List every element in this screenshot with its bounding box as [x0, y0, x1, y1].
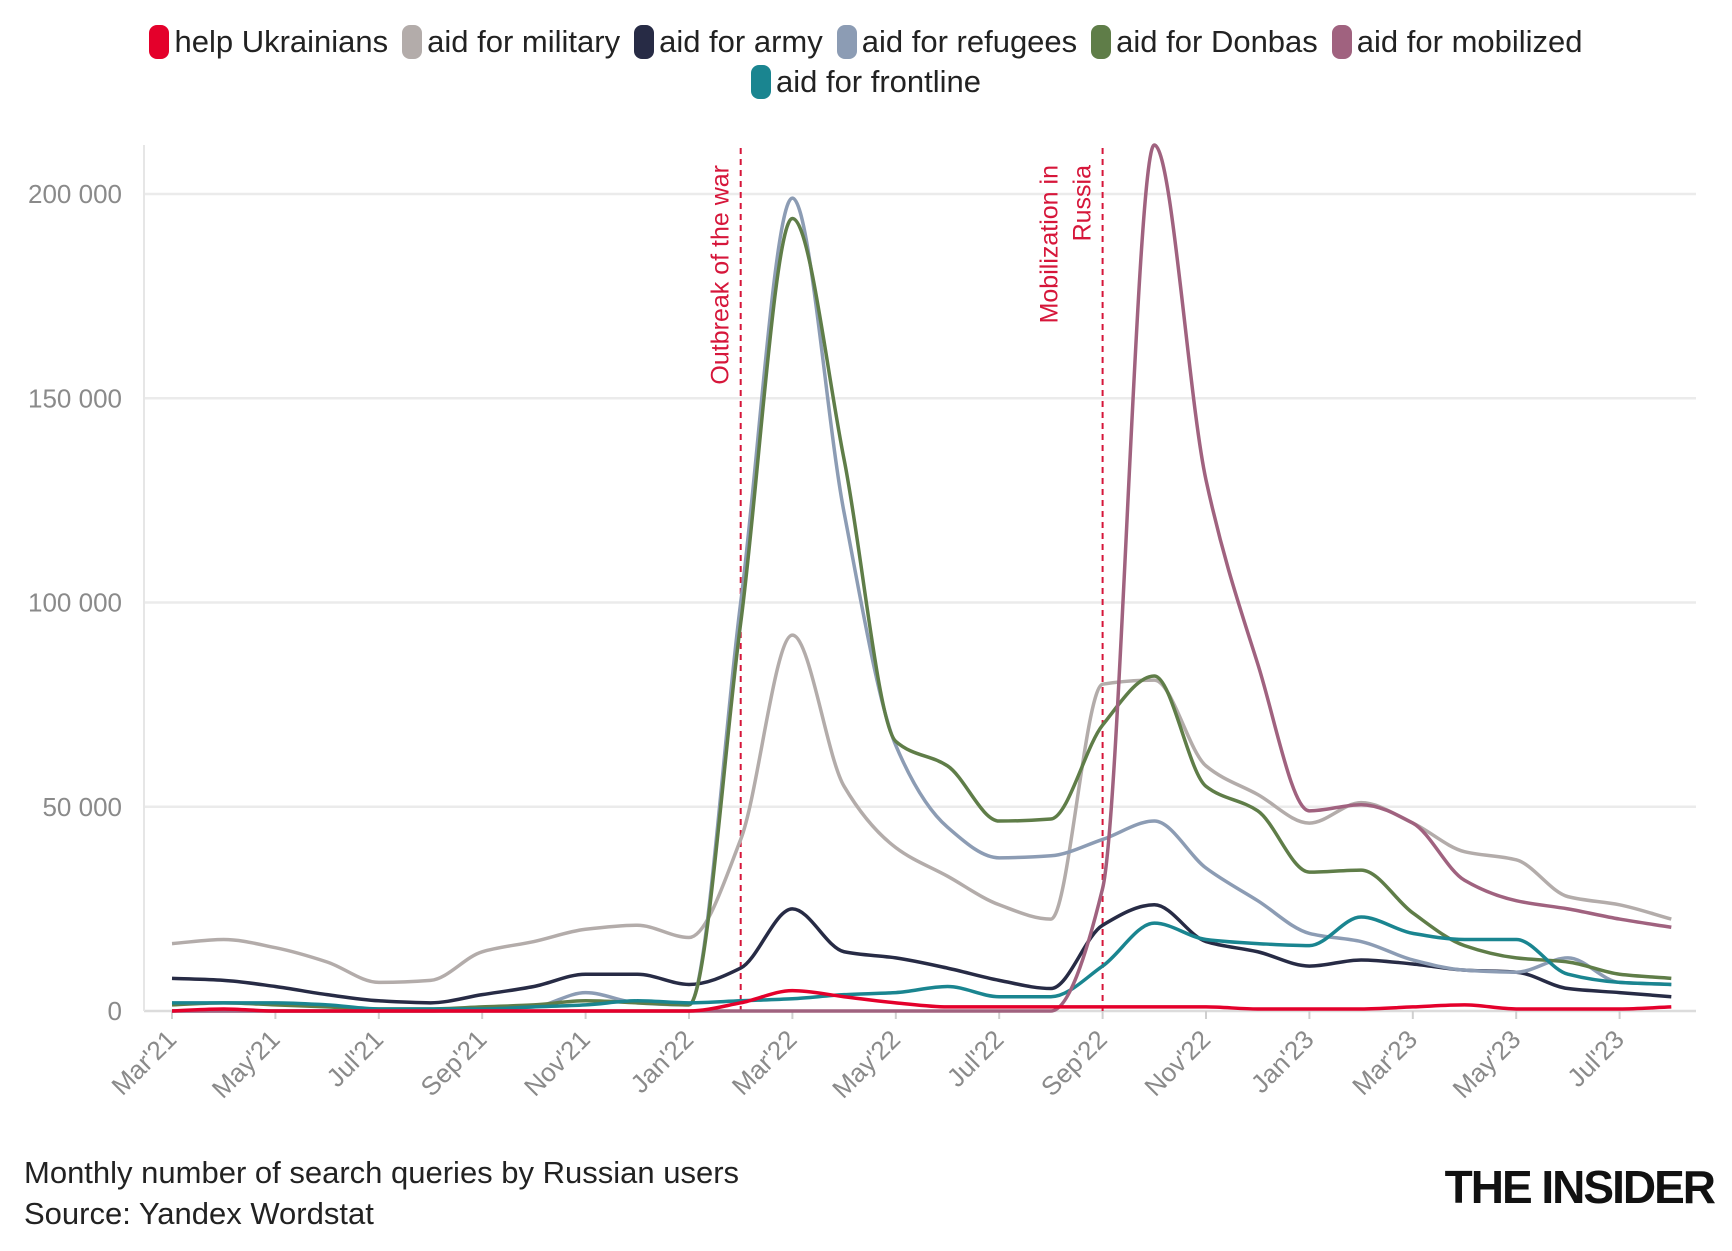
x-tick-label: May'22: [826, 1024, 906, 1104]
legend-swatch: [402, 25, 423, 59]
x-tick-label: Jan'22: [624, 1024, 699, 1099]
annotation-label: Mobilization in: [1036, 165, 1064, 323]
legend-label: aid for mobilized: [1356, 24, 1583, 59]
legend-label: aid for Donbas: [1116, 24, 1318, 59]
x-tick-label: Jul'21: [320, 1024, 389, 1093]
series-line-aid-for-army: [171, 903, 1672, 1005]
legend-item[interactable]: aid for military: [402, 22, 620, 62]
y-tick-label: 100 000: [28, 588, 122, 618]
chart-footer: Monthly number of search queries by Russ…: [24, 1152, 739, 1234]
series-line-aid-for-refugees: [171, 196, 1672, 1013]
series-line-aid-for-donbas: [171, 216, 1672, 1011]
legend-item[interactable]: aid for refugees: [836, 22, 1078, 62]
annotation-label: Russia: [1069, 165, 1097, 242]
y-tick-label: 150 000: [28, 383, 122, 413]
x-tick-label: Nov'22: [1138, 1024, 1216, 1102]
legend-label: aid for army: [659, 24, 823, 59]
legend-item[interactable]: aid for army: [634, 22, 823, 62]
series-line-aid-for-military: [171, 633, 1672, 985]
legend-item[interactable]: help Ukrainians: [149, 22, 388, 62]
x-tick-label: May'21: [206, 1024, 286, 1104]
legend-label: aid for frontline: [775, 64, 982, 99]
legend-swatch: [634, 25, 655, 59]
the-insider-logo: THE INSIDER: [1444, 1161, 1716, 1213]
legend-swatch: [1091, 25, 1112, 59]
legend-swatch: [750, 65, 771, 99]
x-tick-label: Mar'22: [726, 1024, 803, 1101]
x-tick-label: Jul'22: [941, 1024, 1010, 1093]
legend-swatch: [1331, 25, 1352, 59]
x-tick-label: Nov'21: [518, 1024, 596, 1102]
legend-label: help Ukrainians: [174, 24, 389, 59]
annotation-label: Outbreak of the war: [707, 165, 735, 385]
legend-label: aid for military: [427, 24, 621, 59]
series-line-help-ukrainians: [171, 988, 1672, 1013]
x-tick-label: Sep'21: [415, 1024, 493, 1102]
legend-item[interactable]: aid for frontline: [750, 62, 982, 102]
legend-swatch: [149, 25, 170, 59]
y-tick-label: 200 000: [28, 179, 122, 209]
x-tick-label: May'23: [1447, 1024, 1527, 1104]
x-tick-label: Jul'23: [1561, 1024, 1630, 1093]
legend-item[interactable]: aid for mobilized: [1331, 22, 1583, 62]
legend-item[interactable]: aid for Donbas: [1091, 22, 1318, 62]
legend: help Ukrainians aid for military aid for a…: [0, 22, 1732, 102]
series-line-aid-for-frontline: [172, 915, 1672, 1011]
series-line-aid-for-mobilized: [171, 143, 1672, 1013]
x-tick-label: Sep'22: [1035, 1024, 1113, 1102]
y-tick-label: 50 000: [42, 792, 122, 822]
legend-swatch: [836, 25, 857, 59]
x-tick-label: Mar'23: [1346, 1024, 1423, 1101]
chart-caption: Monthly number of search queries by Russ…: [24, 1155, 740, 1190]
y-tick-label: 0: [108, 996, 122, 1026]
legend-label: aid for refugees: [861, 24, 1078, 59]
chart-source: Source: Yandex Wordstat: [24, 1196, 374, 1231]
x-tick-label: Mar'21: [105, 1024, 182, 1101]
x-tick-label: Jan'23: [1245, 1024, 1320, 1099]
